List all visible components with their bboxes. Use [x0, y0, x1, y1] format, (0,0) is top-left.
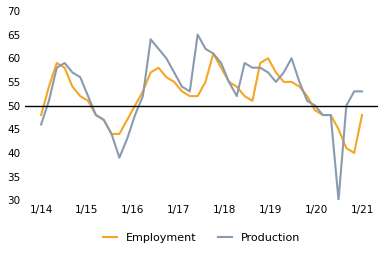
- Production: [164, 57, 169, 60]
- Production: [227, 80, 231, 84]
- Production: [94, 114, 98, 117]
- Employment: [94, 114, 98, 117]
- Production: [242, 61, 247, 65]
- Production: [289, 57, 294, 60]
- Employment: [274, 71, 278, 74]
- Production: [141, 95, 145, 98]
- Employment: [242, 95, 247, 98]
- Employment: [125, 118, 129, 121]
- Production: [313, 104, 317, 107]
- Production: [156, 47, 161, 50]
- Line: Employment: Employment: [41, 53, 362, 153]
- Legend: Employment, Production: Employment, Production: [99, 229, 304, 248]
- Employment: [187, 95, 192, 98]
- Employment: [141, 90, 145, 93]
- Production: [86, 95, 90, 98]
- Employment: [86, 99, 90, 102]
- Employment: [281, 80, 286, 84]
- Production: [250, 66, 255, 69]
- Employment: [360, 114, 364, 117]
- Production: [187, 90, 192, 93]
- Employment: [78, 95, 82, 98]
- Employment: [313, 109, 317, 112]
- Production: [78, 76, 82, 79]
- Production: [321, 114, 325, 117]
- Production: [133, 114, 137, 117]
- Production: [360, 90, 364, 93]
- Employment: [180, 90, 184, 93]
- Production: [101, 118, 106, 121]
- Production: [219, 61, 223, 65]
- Production: [54, 66, 59, 69]
- Production: [195, 33, 200, 36]
- Line: Production: Production: [41, 35, 362, 200]
- Employment: [266, 57, 270, 60]
- Production: [117, 156, 122, 159]
- Employment: [234, 85, 239, 88]
- Production: [109, 132, 114, 135]
- Employment: [39, 114, 44, 117]
- Employment: [70, 85, 75, 88]
- Production: [125, 137, 129, 140]
- Production: [70, 71, 75, 74]
- Employment: [336, 128, 341, 131]
- Employment: [195, 95, 200, 98]
- Production: [39, 123, 44, 126]
- Production: [336, 199, 341, 202]
- Production: [258, 66, 263, 69]
- Employment: [62, 66, 67, 69]
- Employment: [305, 95, 310, 98]
- Employment: [297, 85, 302, 88]
- Production: [47, 99, 51, 102]
- Employment: [344, 146, 349, 150]
- Production: [297, 80, 302, 84]
- Employment: [203, 80, 208, 84]
- Employment: [156, 66, 161, 69]
- Employment: [117, 132, 122, 135]
- Production: [234, 95, 239, 98]
- Production: [274, 80, 278, 84]
- Employment: [109, 132, 114, 135]
- Production: [352, 90, 357, 93]
- Employment: [289, 80, 294, 84]
- Employment: [54, 61, 59, 65]
- Production: [344, 104, 349, 107]
- Production: [281, 71, 286, 74]
- Employment: [328, 114, 333, 117]
- Production: [203, 47, 208, 50]
- Production: [266, 71, 270, 74]
- Production: [211, 52, 216, 55]
- Production: [180, 85, 184, 88]
- Employment: [258, 61, 263, 65]
- Employment: [250, 99, 255, 102]
- Employment: [172, 80, 176, 84]
- Employment: [47, 85, 51, 88]
- Production: [172, 71, 176, 74]
- Employment: [352, 151, 357, 154]
- Employment: [133, 104, 137, 107]
- Production: [305, 99, 310, 102]
- Employment: [148, 71, 153, 74]
- Production: [328, 114, 333, 117]
- Employment: [211, 52, 216, 55]
- Employment: [164, 76, 169, 79]
- Production: [148, 38, 153, 41]
- Production: [62, 61, 67, 65]
- Employment: [219, 66, 223, 69]
- Employment: [227, 80, 231, 84]
- Employment: [101, 118, 106, 121]
- Employment: [321, 114, 325, 117]
